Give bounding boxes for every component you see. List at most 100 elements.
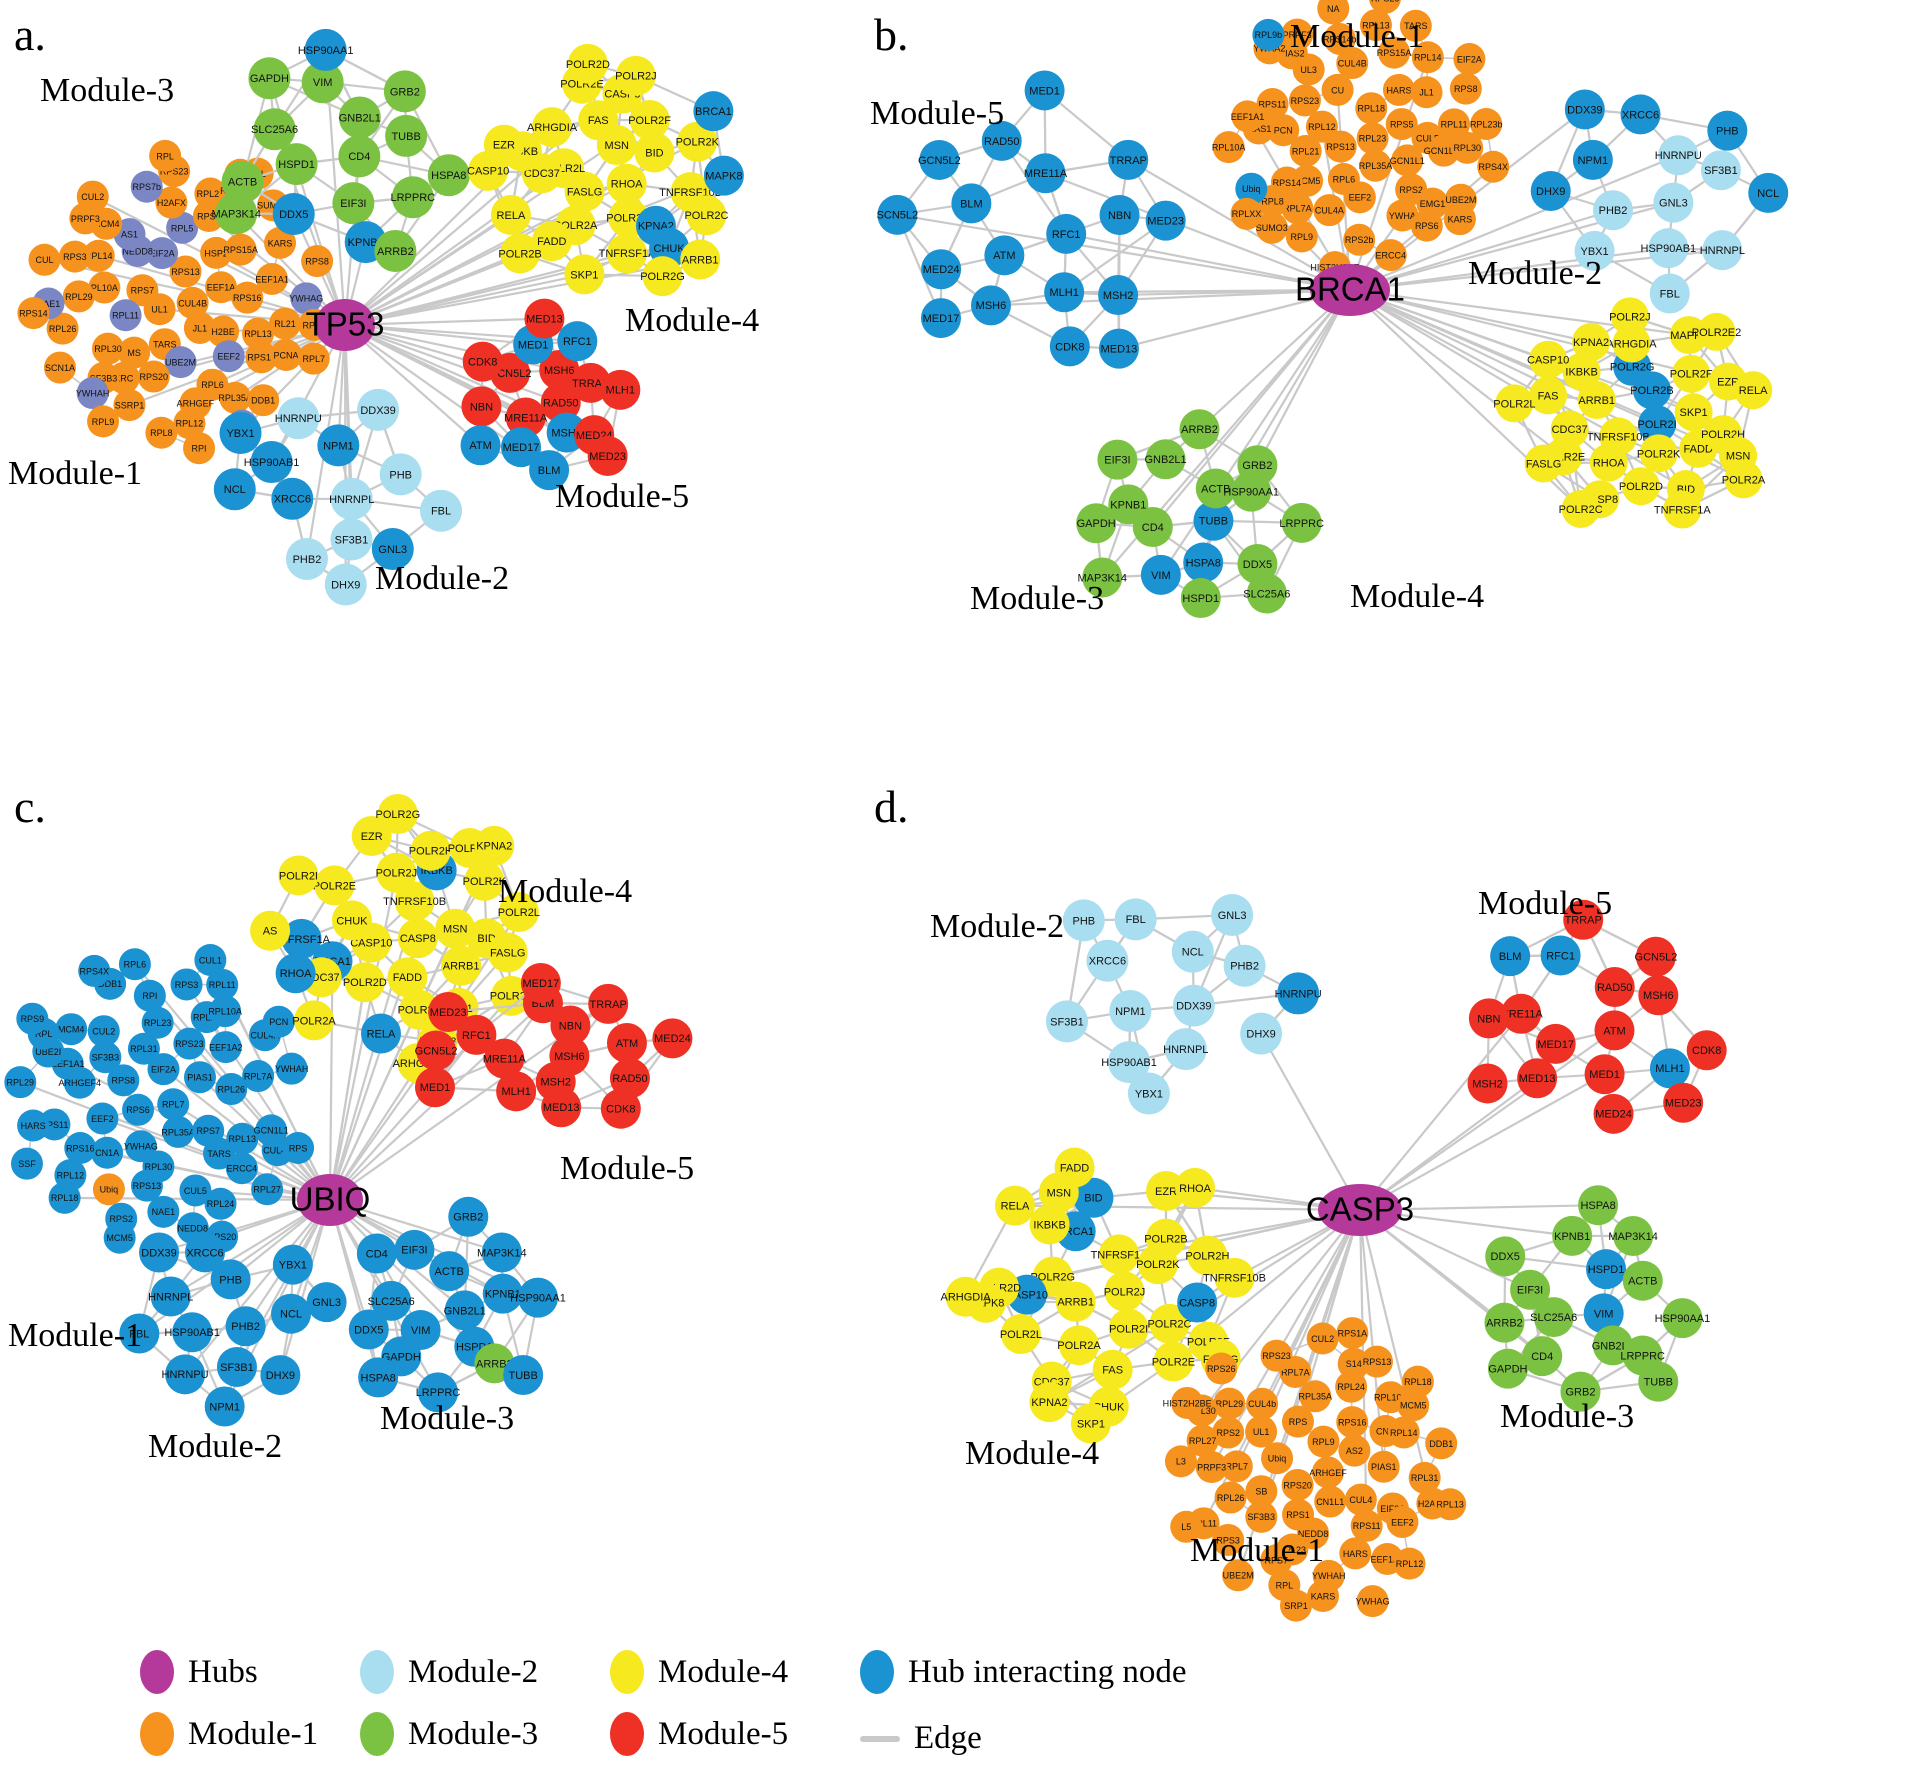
node-eef2[interactable]: EEF2 [212,340,245,373]
node-hsp90aa1[interactable]: HSP90AA1 [510,1277,566,1318]
node-rps11[interactable]: RPS11 [245,341,278,374]
node-sf3b1[interactable]: SF3B1 [216,1346,257,1387]
node-rfc1[interactable]: RFC1 [456,1014,497,1055]
node-rps2b[interactable]: RPS2b [1343,223,1376,256]
node-cul4b[interactable]: CUL4b [1246,1387,1279,1420]
node-rpl11[interactable]: RPL11 [1438,108,1471,141]
node-rpl8[interactable]: RPL8 [145,416,178,449]
node-polr2l[interactable]: POLR2L [498,892,540,933]
node-rps20[interactable]: RPS20 [1281,1468,1314,1501]
node-msh2[interactable]: MSH2 [1098,274,1139,315]
node-rps8[interactable]: RPS8 [301,245,334,278]
node-rps15a[interactable]: RPS15A [1377,36,1412,69]
node-polr2a[interactable]: POLR2A [1722,460,1766,499]
node-polr2j[interactable]: POLR2J [1104,1271,1146,1312]
node-sf3b1[interactable]: SF3B1 [1700,150,1741,191]
node-ssf[interactable]: SSF [10,1147,43,1180]
node-blm[interactable]: BLM [1490,936,1531,977]
node-ubiq[interactable]: Ubiq [1235,172,1268,205]
node-brca1[interactable]: BRCA1 [693,91,734,132]
node-grb2[interactable]: GRB2 [1237,445,1278,486]
node-rpl26[interactable]: RPL26 [1214,1481,1247,1514]
node-npm1[interactable]: NPM1 [204,1386,245,1427]
node-rps5[interactable]: RPS5 [1385,108,1418,141]
node-kpna2[interactable]: KPNA2 [1029,1382,1070,1423]
node-med23[interactable]: MED23 [587,435,628,476]
node-phb2[interactable]: PHB2 [1593,190,1634,231]
node-polr2i[interactable]: POLR2I [1638,405,1677,444]
node-rps20[interactable]: RPS20 [137,360,170,393]
node-ywhag[interactable]: YWHAG [1356,1585,1390,1618]
node-polr2g[interactable]: POLR2G [640,256,685,297]
node-map3k14[interactable]: MAP3K14 [477,1232,527,1273]
node-rfc1[interactable]: RFC1 [1540,935,1581,976]
node-scn5l2[interactable]: SCN5L2 [877,194,919,235]
node-tnfrsf1a[interactable]: TNFRSF1A [1654,490,1712,529]
node-phb[interactable]: PHB [1707,110,1748,151]
node-dhx9[interactable]: DHX9 [260,1355,301,1396]
node-eif2a[interactable]: EIF2A [1453,43,1486,76]
node-gapdh[interactable]: GAPDH [1076,503,1117,544]
node-rpl31[interactable]: RPL31 [1408,1461,1441,1494]
node-hnrnpu[interactable]: HNRNPU [1275,972,1322,1015]
node-cul4a[interactable]: CUL4A [1313,194,1346,227]
node-cul4b[interactable]: CUL4B [1336,47,1369,80]
node-tars[interactable]: TARS [203,1137,236,1170]
node-rpl13[interactable]: RPL13 [226,1122,259,1155]
node-rpl[interactable]: RPL [149,139,182,172]
node-fbl[interactable]: FBL [119,1313,160,1354]
node-hspd1[interactable]: HSPD1 [1586,1249,1627,1290]
node-xrcc6[interactable]: XRCC6 [1086,939,1129,982]
node-rpl18[interactable]: RPL18 [1401,1365,1434,1398]
node-rps13[interactable]: RPS13 [130,1169,163,1202]
node-rps23[interactable]: RPS23 [1260,1339,1293,1372]
node-rpl9b[interactable]: RPL9b [1252,18,1285,51]
node-cu[interactable]: CU [1321,73,1354,106]
node-atm[interactable]: ATM [984,235,1025,276]
node-ube2m[interactable]: UBE2M [1222,1559,1255,1592]
node-jl1[interactable]: JL1 [1410,76,1443,109]
node-map3k14[interactable]: MAP3K14 [1078,557,1128,598]
node-polr2k[interactable]: POLR2K [676,121,720,162]
node-fas[interactable]: FAS [1529,376,1568,415]
node-arrb1[interactable]: ARRB1 [1577,381,1616,420]
node-dhx9[interactable]: DHX9 [1530,170,1571,211]
node-ddx5[interactable]: DDX5 [348,1309,389,1350]
node-ybx1[interactable]: YBX1 [272,1244,313,1285]
node-rpl18[interactable]: RPL18 [48,1181,81,1214]
node-casp10[interactable]: CASP10 [1527,340,1569,379]
node-grb2[interactable]: GRB2 [383,70,426,113]
node-rpi[interactable]: RPI [133,979,166,1012]
node-phb[interactable]: PHB [210,1259,251,1300]
node-ybx1[interactable]: YBX1 [1574,230,1615,271]
node-gnl3[interactable]: GNL3 [1211,894,1254,937]
node-ncl[interactable]: NCL [1748,172,1789,213]
node-kpnb1[interactable]: KPNB1 [1108,484,1149,525]
node-polr2j[interactable]: POLR2J [376,852,418,893]
node-fadd[interactable]: FADD [1054,1147,1095,1188]
node-prpf3[interactable]: PRPF3 [1281,18,1314,51]
node-fbl[interactable]: FBL [1649,273,1690,314]
node-med23[interactable]: MED23 [1145,200,1186,241]
node-tubb[interactable]: TUBB [1193,500,1234,541]
node-cdk8[interactable]: CDK8 [1049,326,1090,367]
node-mapk8[interactable]: MAPK8 [703,155,744,196]
node-hspa8[interactable]: HSPA8 [1183,542,1224,583]
node-bid[interactable]: BID [1073,1177,1114,1218]
node-polr2i[interactable]: POLR2I [278,855,319,896]
node-cn1a[interactable]: CN1A [91,1136,124,1169]
node-med24[interactable]: MED24 [652,1018,693,1059]
node-rps2[interactable]: RPS2 [1212,1416,1245,1449]
node-fadd[interactable]: FADD [387,957,428,998]
node-rpl7a[interactable]: RPL7A [1281,192,1314,225]
node-rpl35a[interactable]: RPL35A [1299,1380,1333,1413]
node-arhgdia[interactable]: ARHGDIA [940,1276,991,1317]
node-cul2[interactable]: CUL2 [1306,1322,1339,1355]
node-rpl35a[interactable]: RPL35A [161,1115,195,1148]
node-ybx1[interactable]: YBX1 [219,412,262,455]
node-na[interactable]: NA [1317,0,1350,25]
node-cdk8[interactable]: CDK8 [462,341,503,382]
node-polr2e[interactable]: POLR2E [1152,1341,1195,1382]
node-cul2[interactable]: CUL2 [76,180,109,213]
node-rps9[interactable]: RPS9 [16,1002,49,1035]
